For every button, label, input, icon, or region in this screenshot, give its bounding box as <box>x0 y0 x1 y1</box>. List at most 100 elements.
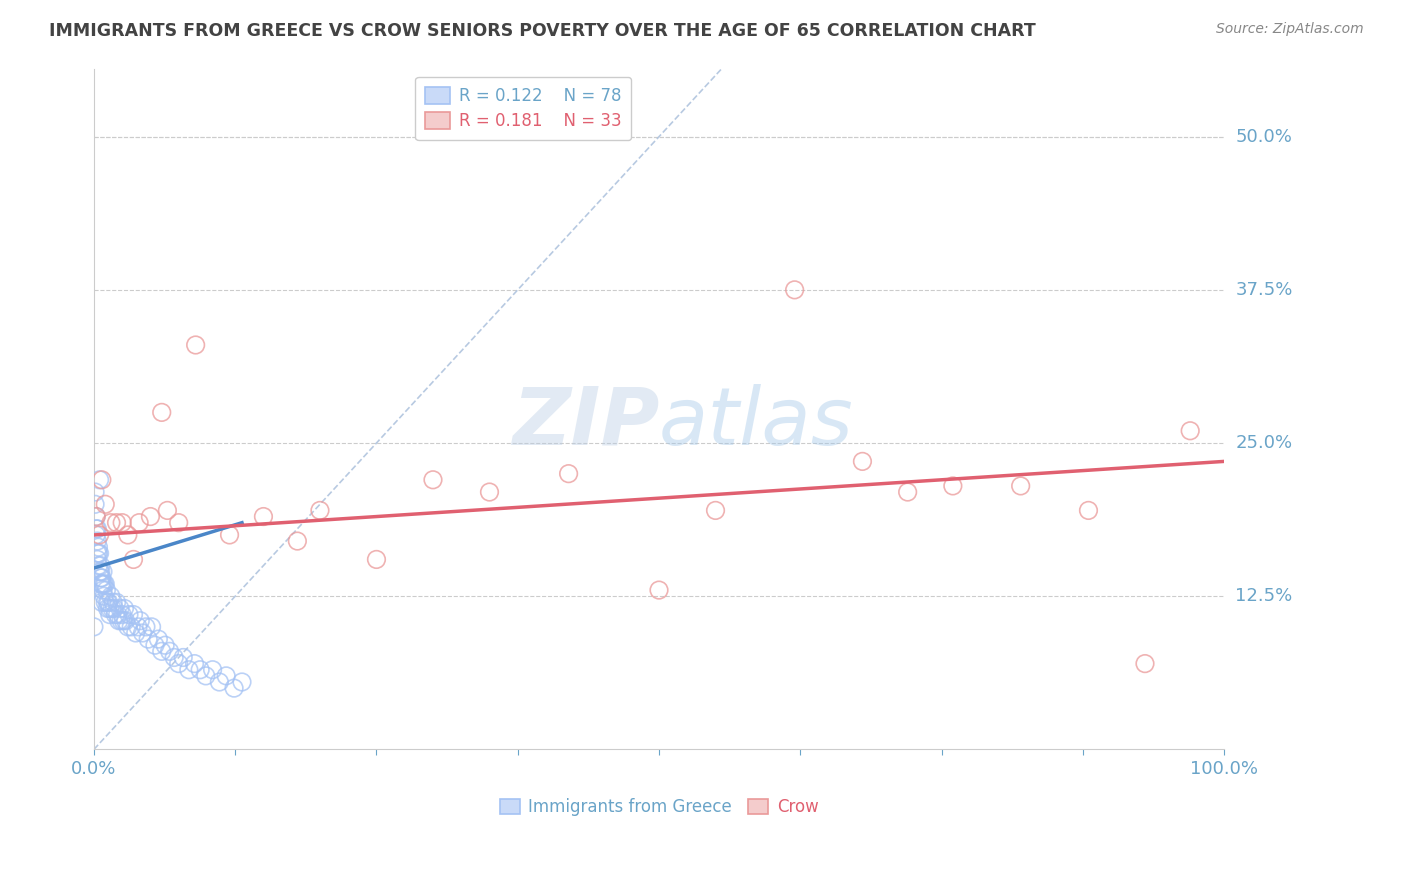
Point <box>94 577 117 591</box>
Point <box>84 528 107 542</box>
Point <box>648 583 671 598</box>
Point <box>98 607 121 622</box>
Point <box>163 650 186 665</box>
Point <box>118 607 141 622</box>
Point <box>105 595 128 609</box>
Point <box>150 644 173 658</box>
Point <box>1077 503 1099 517</box>
Point <box>167 657 190 671</box>
Point <box>90 577 112 591</box>
Point <box>104 607 127 622</box>
Point <box>851 454 873 468</box>
Point <box>84 485 107 500</box>
Point <box>86 552 108 566</box>
Point <box>1010 479 1032 493</box>
Legend: Immigrants from Greece, Crow: Immigrants from Greece, Crow <box>494 791 825 822</box>
Point <box>90 565 112 579</box>
Point <box>897 485 920 500</box>
Point <box>150 405 173 419</box>
Point <box>704 503 727 517</box>
Point <box>89 528 111 542</box>
Point <box>159 644 181 658</box>
Point <box>114 601 136 615</box>
Point <box>86 522 108 536</box>
Point <box>84 509 107 524</box>
Point <box>111 607 134 622</box>
Point <box>100 516 122 530</box>
Point <box>177 663 200 677</box>
Text: 25.0%: 25.0% <box>1236 434 1292 452</box>
Point <box>96 595 118 609</box>
Point <box>83 620 105 634</box>
Text: atlas: atlas <box>659 384 853 461</box>
Point <box>107 607 129 622</box>
Point <box>183 657 205 671</box>
Point <box>188 663 211 677</box>
Point <box>1133 657 1156 671</box>
Point <box>93 577 115 591</box>
Point <box>87 540 110 554</box>
Point <box>94 595 117 609</box>
Point <box>127 620 149 634</box>
Text: 12.5%: 12.5% <box>1236 587 1292 605</box>
Point <box>105 516 128 530</box>
Text: Source: ZipAtlas.com: Source: ZipAtlas.com <box>1216 22 1364 37</box>
Point <box>1180 424 1202 438</box>
Point <box>90 473 112 487</box>
Point <box>90 571 112 585</box>
Point <box>110 614 132 628</box>
Point <box>252 509 274 524</box>
Point <box>101 595 124 609</box>
Point <box>143 638 166 652</box>
Point <box>100 589 122 603</box>
Point <box>84 497 107 511</box>
Point <box>218 528 240 542</box>
Text: 37.5%: 37.5% <box>1236 281 1292 299</box>
Point <box>114 614 136 628</box>
Point <box>557 467 579 481</box>
Point <box>87 546 110 560</box>
Point <box>97 595 120 609</box>
Point <box>131 626 153 640</box>
Point <box>111 516 134 530</box>
Point <box>120 620 142 634</box>
Point <box>172 650 194 665</box>
Point <box>91 583 114 598</box>
Point <box>101 601 124 615</box>
Point <box>783 283 806 297</box>
Point <box>90 558 112 573</box>
Point <box>201 663 224 677</box>
Point <box>184 338 207 352</box>
Text: ZIP: ZIP <box>512 384 659 461</box>
Point <box>84 509 107 524</box>
Point <box>222 681 245 695</box>
Point <box>96 583 118 598</box>
Point <box>86 534 108 549</box>
Point <box>117 620 139 634</box>
Point <box>148 632 170 646</box>
Point <box>156 503 179 517</box>
Point <box>98 601 121 615</box>
Point <box>91 577 114 591</box>
Point <box>84 522 107 536</box>
Point <box>478 485 501 500</box>
Point <box>309 503 332 517</box>
Point <box>139 509 162 524</box>
Point <box>86 546 108 560</box>
Point <box>215 669 238 683</box>
Point <box>90 595 112 609</box>
Text: 50.0%: 50.0% <box>1236 128 1292 145</box>
Point <box>112 614 135 628</box>
Point <box>231 675 253 690</box>
Point <box>128 516 150 530</box>
Point <box>129 614 152 628</box>
Point <box>107 614 129 628</box>
Point <box>108 601 131 615</box>
Point <box>117 528 139 542</box>
Point <box>91 565 114 579</box>
Point <box>122 607 145 622</box>
Point <box>103 601 125 615</box>
Point <box>93 589 115 603</box>
Point <box>141 620 163 634</box>
Point <box>122 552 145 566</box>
